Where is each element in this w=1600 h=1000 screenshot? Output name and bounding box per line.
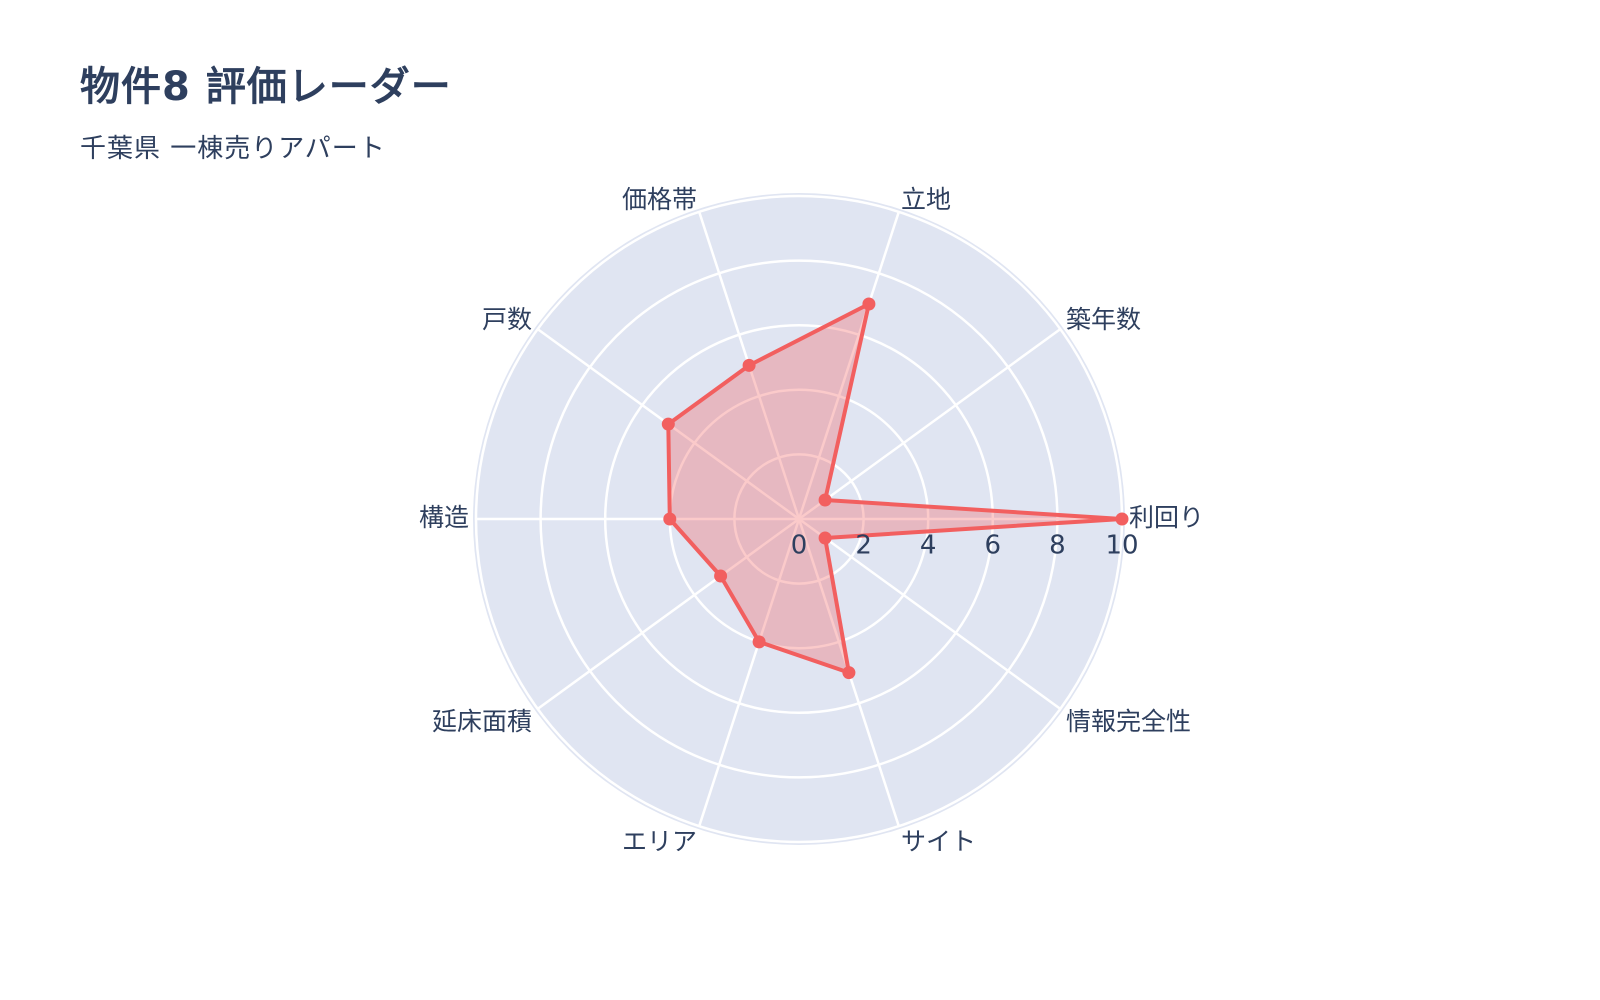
axis-label: エリア <box>622 827 697 856</box>
axis-label: 立地 <box>901 185 951 214</box>
axis-label: 利回り <box>1129 503 1204 532</box>
radar-grid-spoke <box>536 517 800 710</box>
radar-grid-spoke <box>697 518 801 827</box>
radial-tick-label: 4 <box>920 530 937 560</box>
radar-data-point <box>663 512 677 526</box>
radial-tick-label: 8 <box>1049 530 1066 560</box>
radial-tick-label: 10 <box>1105 530 1138 560</box>
chart-subtitle: 千葉県 一棟売りアパート <box>80 134 386 164</box>
radar-data-point <box>862 297 876 311</box>
radar-data-point <box>842 666 856 680</box>
radar-data-point <box>818 493 832 507</box>
radial-tick-label: 6 <box>985 530 1002 560</box>
radial-tick-label: 0 <box>791 530 808 560</box>
chart-title: 物件8 評価レーダー <box>80 64 452 110</box>
radar-data-point <box>742 358 756 372</box>
radar-grid-spoke <box>797 211 901 520</box>
axis-label: 価格帯 <box>622 185 697 214</box>
radar-data-point <box>752 635 766 649</box>
radial-tick-label: 2 <box>855 530 872 560</box>
radar-data-point <box>818 531 832 545</box>
axis-label: 戸数 <box>482 305 532 334</box>
axis-label: サイト <box>901 827 976 856</box>
radar-data-point <box>1115 512 1129 526</box>
axis-label: 築年数 <box>1066 305 1141 334</box>
radar-grid-spoke <box>798 328 1062 521</box>
radar-data-point <box>661 417 675 431</box>
radar-data-point <box>714 569 728 583</box>
axis-label: 構造 <box>419 503 469 532</box>
radar-grid-spoke <box>798 517 1062 710</box>
axis-label: 延床面積 <box>432 707 532 736</box>
axis-label: 情報完全性 <box>1066 707 1191 736</box>
